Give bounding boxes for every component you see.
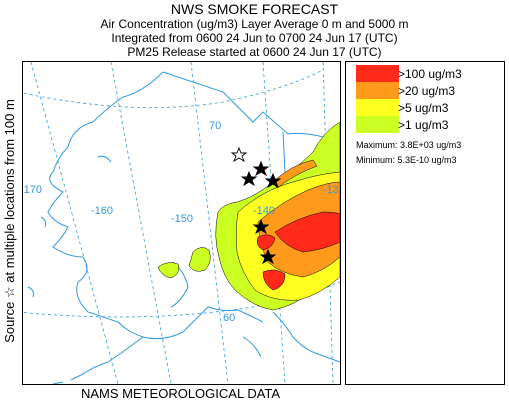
legend-swatch-20 [356,82,399,99]
map-svg: 70 -170 -160 -150 -140 -130 60 [23,62,340,384]
legend-label-5: >5 ug/m3 [398,101,449,115]
min-concentration: Minimum: 5.3E-10 ug/m3 [356,155,457,165]
legend-label-20: >20 ug/m3 [398,84,456,98]
lon-label-130: -130 [323,184,340,196]
integration-period: Integrated from 0600 24 Jun to 0700 24 J… [111,31,398,45]
lon-label-160: -160 [91,205,113,217]
graticule [23,62,340,384]
legend-swatch-100 [356,65,399,82]
source-side-label: Source ☆ at multiple locations from 100 … [2,99,17,343]
forecast-title: NWS SMOKE FORECAST [170,1,339,17]
legend-panel: >100 ug/m3 >20 ug/m3 >5 ug/m3 >1 ug/m3 M… [345,61,505,385]
forecast-subtitle: Air Concentration (ug/m3) Layer Average … [100,17,409,31]
max-concentration: Maximum: 3.8E+03 ug/m3 [356,140,462,150]
legend-swatch-1 [356,116,399,133]
lat-label-70: 70 [209,120,221,132]
met-data-footer: NAMS METEOROLOGICAL DATA [80,386,281,401]
lon-label-140: -140 [253,205,275,217]
lon-label-170: -170 [23,184,42,196]
lat-label-60: 60 [223,312,235,324]
legend-swatch-5 [356,99,399,116]
legend-label-100: >100 ug/m3 [398,67,462,81]
smoke-plume [157,121,340,311]
graticule-labels: 70 -170 -160 -150 -140 -130 60 [23,120,340,324]
lon-label-150: -150 [171,213,193,225]
release-info: PM25 Release started at 0600 24 Jun 17 (… [127,45,382,59]
map-panel: 70 -170 -160 -150 -140 -130 60 [22,61,341,385]
legend-label-1: >1 ug/m3 [398,118,449,132]
source-markers [230,146,282,265]
